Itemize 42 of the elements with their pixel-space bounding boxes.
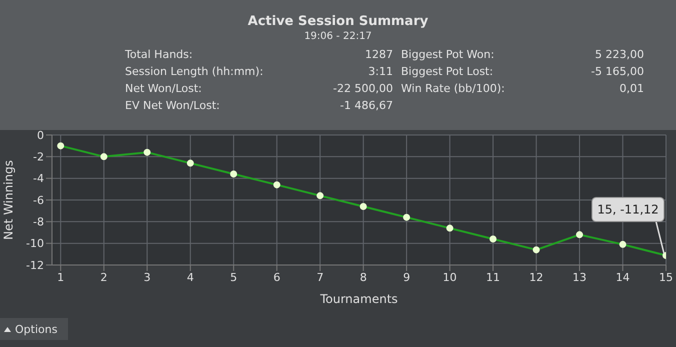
x-tick-label: 7: [316, 270, 324, 284]
text: Biggest Pot Won:: [401, 48, 496, 61]
x-tick-label: 2: [100, 270, 108, 284]
y-tick-label: -2: [33, 150, 44, 164]
chart-subtitle: 19:06 - 22:17: [303, 31, 373, 42]
x-tick-label: 10: [442, 270, 457, 284]
x-tick-label: 6: [273, 270, 280, 284]
text: Win Rate (bb/100):: [401, 82, 506, 95]
text: 1287: [364, 48, 393, 61]
x-axis-title: Tournaments: [319, 292, 398, 306]
y-tick-label: -4: [33, 172, 44, 186]
x-tick-label: 15: [659, 270, 673, 284]
text: Biggest Pot Lost:: [401, 65, 494, 78]
text: -1 486,67: [339, 99, 393, 112]
text: 5 223,00: [594, 48, 644, 61]
text: -5 165,00: [590, 65, 644, 78]
text: Options: [15, 322, 58, 336]
x-tick-label: 8: [360, 270, 367, 284]
x-tick-label: 13: [572, 270, 587, 284]
x-tick-label: 9: [403, 270, 410, 284]
chart-title: Active Session Summary: [246, 13, 430, 29]
x-tick-label: 11: [486, 270, 500, 284]
annotation: 15, -11,12: [597, 202, 659, 216]
text: Total Hands:: [125, 48, 194, 61]
x-tick-label: 5: [230, 270, 238, 284]
y-tick-label: -6: [33, 194, 44, 207]
y-tick-label: 0: [37, 128, 44, 142]
text: 0,01: [618, 82, 644, 95]
text: EV Net Won/Lost:: [125, 99, 221, 112]
text: -22 500,00: [332, 82, 393, 95]
x-tick-label: 4: [186, 270, 194, 284]
x-tick-label: 12: [529, 270, 544, 284]
x-tick-label: 3: [144, 270, 151, 284]
y-tick-label: -8: [33, 216, 44, 229]
x-tick-label: 1: [57, 270, 64, 284]
text: Session Length (hh:mm):: [125, 65, 264, 78]
y-tick-label: -12: [26, 258, 44, 272]
y-axis-title: Net Winnings: [1, 160, 16, 240]
text: 3:11: [367, 65, 393, 78]
y-tick-label: -10: [26, 237, 44, 250]
text: Net Won/Lost:: [125, 82, 203, 95]
x-tick-label: 14: [616, 270, 630, 284]
